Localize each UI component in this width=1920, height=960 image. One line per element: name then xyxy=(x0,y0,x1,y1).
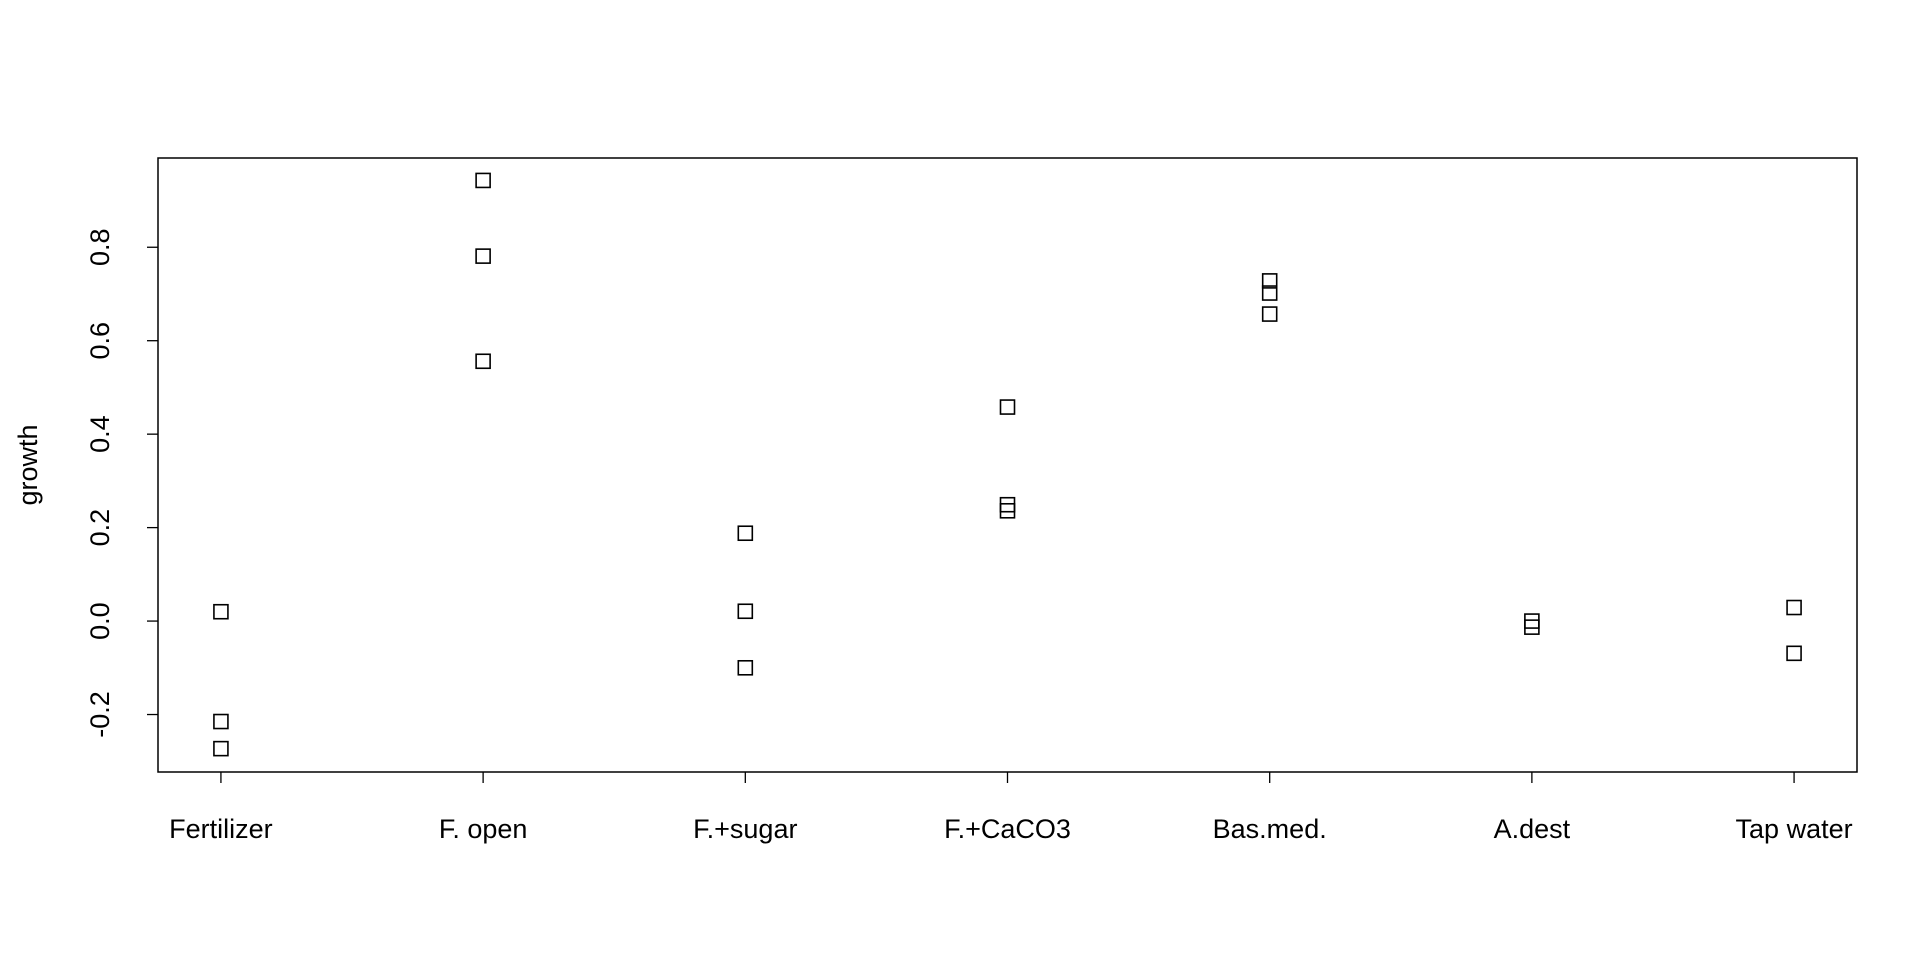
point xyxy=(1786,645,1802,662)
point xyxy=(737,603,754,620)
point xyxy=(999,502,1016,519)
point xyxy=(213,740,229,757)
x-tick-label: Fertilizer xyxy=(169,814,273,844)
point xyxy=(1261,273,1278,289)
point xyxy=(1261,285,1278,301)
point xyxy=(475,248,491,264)
x-tick-label: F.+sugar xyxy=(693,814,797,844)
x-tick-label: F. open xyxy=(439,814,528,844)
plot-box xyxy=(157,157,1858,773)
point xyxy=(1524,619,1540,635)
y-tick-label: 0.6 xyxy=(85,322,115,360)
y-tick-label: 0.2 xyxy=(85,509,115,547)
point xyxy=(737,659,754,676)
point xyxy=(1786,599,1802,616)
point xyxy=(1524,613,1540,629)
y-axis-label: growth xyxy=(13,424,43,505)
y-tick-label: 0.0 xyxy=(85,602,115,640)
y-tick-label: 0.4 xyxy=(85,415,115,453)
point xyxy=(475,172,491,189)
x-tick-label: Tap water xyxy=(1736,814,1853,844)
x-tick-label: Bas.med. xyxy=(1213,814,1327,844)
point xyxy=(213,603,229,620)
y-tick-label: 0.8 xyxy=(85,228,115,266)
point xyxy=(999,399,1016,415)
point xyxy=(999,496,1016,513)
point xyxy=(737,525,754,542)
y-tick-label: -0.2 xyxy=(85,691,115,738)
x-tick-label: F.+CaCO3 xyxy=(944,814,1071,844)
x-tick-label: A.dest xyxy=(1494,814,1571,844)
point xyxy=(1261,306,1278,322)
point xyxy=(213,713,229,730)
point xyxy=(475,353,491,370)
